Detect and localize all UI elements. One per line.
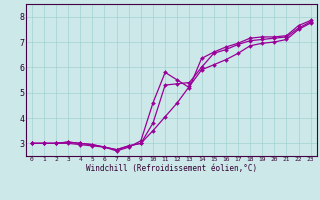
X-axis label: Windchill (Refroidissement éolien,°C): Windchill (Refroidissement éolien,°C) xyxy=(86,164,257,173)
